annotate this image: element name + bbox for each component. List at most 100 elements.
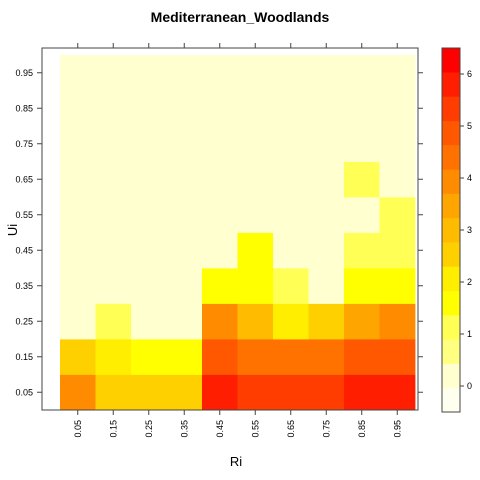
heatmap-cell <box>131 90 167 127</box>
heatmap-cell <box>131 161 167 198</box>
heatmap-cell <box>237 268 274 304</box>
heatmap-cell <box>237 197 274 233</box>
heatmap-cell <box>379 161 416 198</box>
heatmap-cell <box>131 268 167 304</box>
heatmap-cell <box>237 126 274 162</box>
heatmap-cell <box>379 303 416 340</box>
colorbar-segment <box>442 217 460 243</box>
colorbar-tick-label: 5 <box>467 121 472 131</box>
heatmap-cell <box>131 55 167 91</box>
y-tick-label: 0.55 <box>15 210 33 220</box>
heatmap-cell <box>308 197 345 233</box>
heatmap-cell <box>379 374 416 411</box>
heatmap-cell <box>60 268 96 304</box>
y-tick-label: 0.75 <box>15 139 33 149</box>
colorbar-tick-label: 6 <box>467 69 472 79</box>
x-tick-label: 0.45 <box>215 420 225 438</box>
x-tick-label: 0.95 <box>392 420 402 438</box>
heatmap-cell <box>379 126 416 162</box>
heatmap-cell <box>60 339 96 375</box>
heatmap-cell <box>344 126 380 162</box>
heatmap-cell <box>237 55 274 91</box>
x-axis-label: Ri <box>230 454 242 469</box>
heatmap-cell <box>166 232 203 269</box>
colorbar-segment <box>442 145 460 170</box>
heatmap-cells <box>60 55 416 411</box>
heatmap-cell <box>202 55 238 91</box>
heatmap-cell <box>131 339 167 375</box>
heatmap-cell <box>273 268 309 304</box>
heatmap-cell <box>344 232 380 269</box>
heatmap-cell <box>308 232 345 269</box>
colorbar-segment <box>442 193 460 219</box>
heatmap-cell <box>60 232 96 269</box>
heatmap-cell <box>308 374 345 411</box>
heatmap-cell <box>202 197 238 233</box>
colorbar-tick-label: 0 <box>467 381 472 391</box>
colorbar-segment <box>442 387 460 413</box>
x-tick-label: 0.25 <box>144 420 154 438</box>
heatmap-cell <box>308 126 345 162</box>
colorbar-segment <box>442 339 460 364</box>
heatmap-cell <box>308 161 345 198</box>
heatmap-cell <box>344 161 380 198</box>
heatmap-cell <box>60 90 96 127</box>
plot-frame <box>41 47 419 411</box>
chart-title: Mediterranean_Woodlands <box>151 9 330 25</box>
heatmap-cell <box>166 197 203 233</box>
colorbar-tick-label: 1 <box>467 329 472 339</box>
heatmap-cell <box>202 90 238 127</box>
heatmap-cell <box>379 55 416 91</box>
colorbar-tick-label: 3 <box>467 225 472 235</box>
heatmap-cell <box>379 268 416 304</box>
heatmap-cell <box>95 374 132 411</box>
heatmap-cell <box>344 339 380 375</box>
colorbar: 0 1 2 3 4 5 6 <box>441 47 472 413</box>
heatmap-cell <box>166 339 203 375</box>
x-tick-label: 0.75 <box>321 420 331 438</box>
heatmap-cell <box>95 55 132 91</box>
heatmap-cell <box>344 303 380 340</box>
colorbar-segment <box>442 314 460 340</box>
y-tick-label: 0.45 <box>15 245 33 255</box>
heatmap-cell <box>273 55 309 91</box>
heatmap-cell <box>95 90 132 127</box>
heatmap-cell <box>344 197 380 233</box>
colorbar-segment <box>442 120 460 146</box>
heatmap-cell <box>344 90 380 127</box>
heatmap-cell <box>237 161 274 198</box>
y-tick-label: 0.85 <box>15 103 33 113</box>
heatmap-cell <box>379 197 416 233</box>
x-axis: 0.05 0.15 0.25 0.35 0.45 0.55 0.65 0.75 0.85 0.95 <box>73 43 402 438</box>
colorbar-segment <box>442 48 460 73</box>
heatmap-cell <box>344 268 380 304</box>
heatmap-cell <box>344 374 380 411</box>
heatmap-cell <box>60 55 96 91</box>
x-tick-label: 0.35 <box>179 420 189 438</box>
colorbar-segment <box>442 363 460 389</box>
heatmap-cell <box>273 303 309 340</box>
heatmap-cell <box>308 55 345 91</box>
heatmap-cell <box>273 232 309 269</box>
heatmap-cell <box>95 303 132 340</box>
heatmap-cell <box>131 232 167 269</box>
heatmap-cell <box>308 268 345 304</box>
heatmap-cell <box>131 374 167 411</box>
heatmap-cell <box>60 374 96 411</box>
heatmap-cell <box>166 126 203 162</box>
x-tick-label: 0.65 <box>286 420 296 438</box>
colorbar-segment <box>442 72 460 97</box>
y-tick-label: 0.95 <box>15 68 33 78</box>
heatmap-cell <box>273 126 309 162</box>
heatmap-cell <box>166 90 203 127</box>
heatmap-cell <box>95 232 132 269</box>
heatmap-cell <box>131 197 167 233</box>
y-tick-label: 0.65 <box>15 174 33 184</box>
heatmap-cell <box>308 90 345 127</box>
x-tick-label: 0.85 <box>357 420 367 438</box>
colorbar-segment <box>442 96 460 122</box>
heatmap-cell <box>202 232 238 269</box>
heatmap-cell <box>202 126 238 162</box>
heatmap-cell <box>237 374 274 411</box>
heatmap-cell <box>60 303 96 340</box>
